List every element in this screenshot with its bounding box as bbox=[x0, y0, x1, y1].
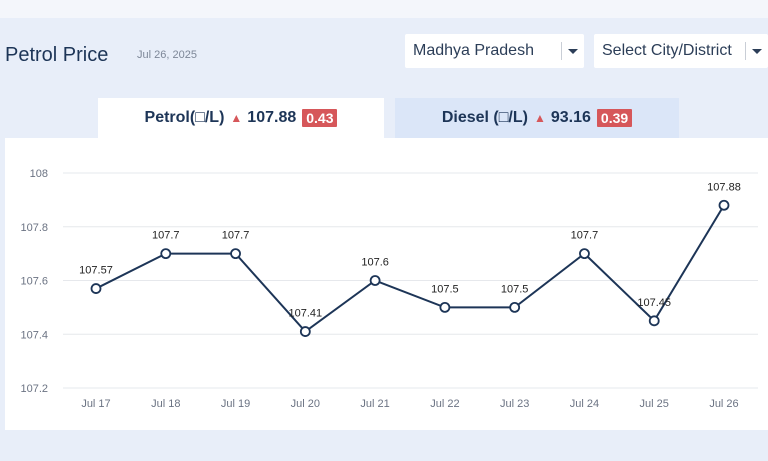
data-point bbox=[718, 199, 730, 211]
data-point bbox=[90, 283, 102, 294]
data-label: 107.5 bbox=[501, 283, 529, 295]
data-point bbox=[369, 275, 381, 286]
data-point bbox=[230, 248, 241, 260]
x-tick-label: Jul 26 bbox=[709, 398, 738, 410]
price-line-chart: 108 107.8 107.6 107.4 107.2 Jul 17 Jul 18 Jul 1… bbox=[20, 168, 758, 410]
data-label: 107.57 bbox=[79, 265, 113, 277]
x-tick-label: Jul 21 bbox=[360, 398, 389, 410]
city-select-value: Select City/District bbox=[602, 42, 732, 59]
x-tick-label: Jul 23 bbox=[500, 398, 529, 410]
data-label: 107.41 bbox=[289, 308, 323, 320]
y-tick-label: 107.4 bbox=[20, 329, 48, 341]
x-tick-label: Jul 25 bbox=[640, 398, 669, 410]
city-select[interactable]: Select City/District bbox=[594, 34, 768, 68]
data-label: 107.5 bbox=[431, 283, 459, 295]
select-divider bbox=[745, 42, 746, 60]
price-date: Jul 26, 2025 bbox=[137, 49, 197, 61]
x-tick-label: Jul 20 bbox=[291, 398, 320, 410]
y-tick-label: 107.8 bbox=[20, 222, 48, 234]
state-select[interactable]: Madhya Pradesh bbox=[405, 34, 584, 68]
tab-diesel-label: Diesel (□/L) bbox=[441, 109, 528, 126]
data-label: 107.7 bbox=[152, 230, 180, 242]
data-point bbox=[160, 248, 172, 260]
data-point bbox=[299, 326, 311, 337]
data-label: 107.7 bbox=[571, 230, 599, 242]
arrow-up-icon: ▲ bbox=[533, 111, 546, 125]
x-tick-label: Jul 19 bbox=[221, 398, 250, 410]
data-point bbox=[509, 301, 521, 313]
data-point bbox=[439, 301, 451, 313]
data-label: 107.45 bbox=[637, 297, 671, 309]
page-title: Petrol Price bbox=[5, 44, 109, 66]
tab-diesel[interactable]: Diesel (□/L) ▲ 93.16 0.39 bbox=[395, 98, 679, 138]
arrow-up-icon: ▲ bbox=[230, 111, 243, 125]
tab-petrol-label: Petrol(□/L) bbox=[144, 109, 225, 126]
y-tick-label: 108 bbox=[30, 168, 48, 180]
top-strip bbox=[0, 0, 768, 18]
y-tick-label: 107.6 bbox=[20, 276, 48, 288]
x-tick-label: Jul 17 bbox=[81, 398, 110, 410]
tab-petrol[interactable]: Petrol(□/L) ▲ 107.88 0.43 bbox=[98, 98, 384, 138]
chart-card: 108 107.8 107.6 107.4 107.2 Jul 17 Jul 18 Jul 1… bbox=[5, 138, 768, 430]
data-point bbox=[579, 248, 590, 260]
select-divider bbox=[561, 42, 562, 60]
x-tick-label: Jul 24 bbox=[570, 398, 599, 410]
tab-diesel-price: 93.16 bbox=[550, 109, 591, 126]
tab-petrol-price: 107.88 bbox=[247, 109, 297, 126]
series-line bbox=[95, 204, 725, 333]
data-point bbox=[648, 315, 660, 327]
y-tick-label: 107.2 bbox=[20, 383, 48, 395]
state-select-value: Madhya Pradesh bbox=[413, 42, 534, 59]
tab-petrol-change-badge: 0.43 bbox=[302, 109, 338, 127]
data-label: 107.6 bbox=[361, 257, 389, 269]
chevron-down-icon bbox=[752, 49, 762, 54]
x-tick-label: Jul 22 bbox=[430, 398, 459, 410]
chevron-down-icon bbox=[568, 49, 578, 54]
tab-diesel-change-badge: 0.39 bbox=[596, 109, 633, 127]
x-tick-label: Jul 18 bbox=[151, 398, 180, 410]
data-label: 107.88 bbox=[707, 181, 741, 193]
data-label: 107.7 bbox=[222, 230, 250, 242]
